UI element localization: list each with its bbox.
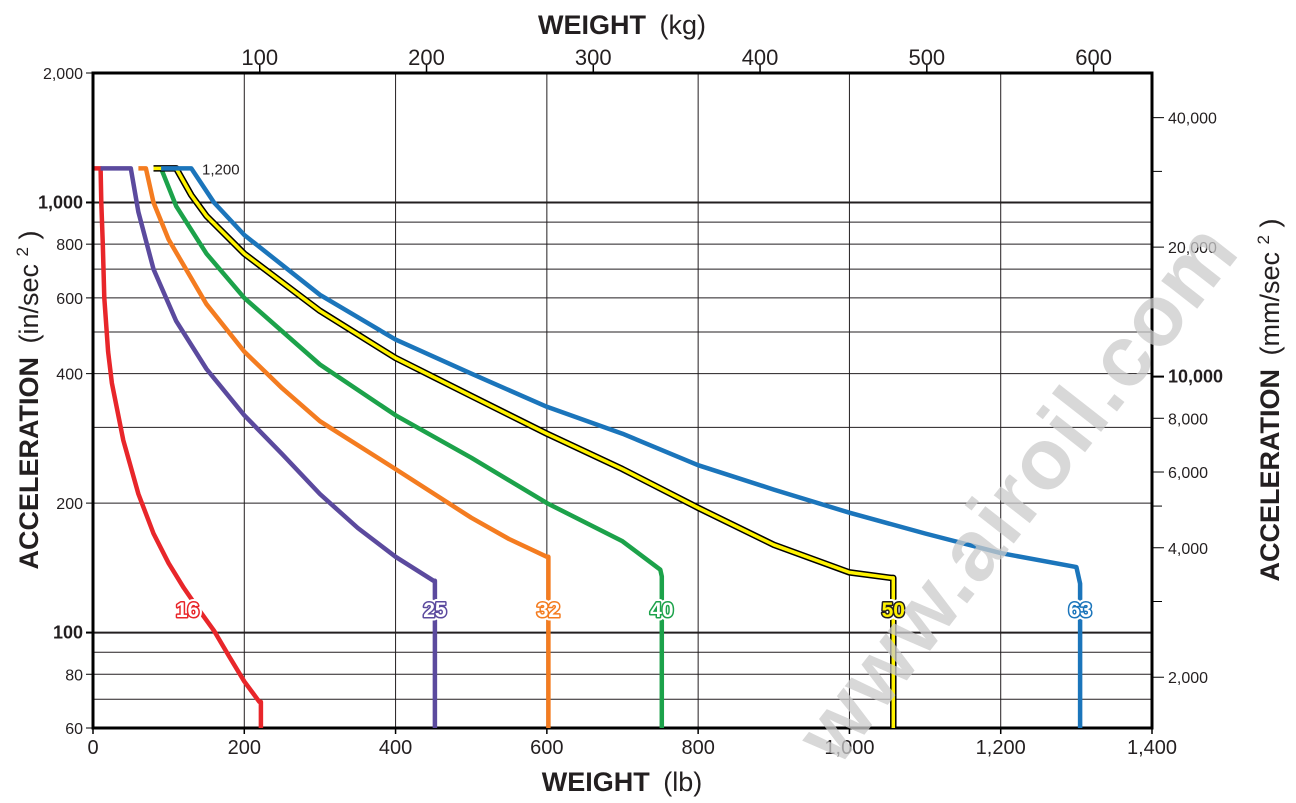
tick-labels: 0 200 400 600 800 1,000 1,200 1,400 100 200 300 400… — [38, 45, 1223, 759]
left-axis-title-unit: (in/sec — [14, 264, 44, 344]
left-tick-label: 60 — [65, 721, 83, 738]
right-axis-title-unit: (mm/sec — [1255, 252, 1285, 356]
series-63-line — [161, 166, 1083, 728]
series-label-halo: 25 — [423, 599, 447, 622]
bottom-tick-label: 400 — [379, 737, 412, 759]
left-tick-label: 1,000 — [38, 192, 83, 212]
series-16-line — [94, 166, 264, 728]
annotation-1200: 1,200 — [202, 161, 240, 178]
left-tick-label: 800 — [56, 237, 83, 254]
left-axis-title-sup: 2 — [13, 247, 32, 256]
series-label-halo: 50 — [882, 599, 905, 622]
top-axis-title-unit: (kg) — [660, 10, 707, 40]
bottom-tick-label: 1,400 — [1127, 737, 1177, 759]
bottom-axis-title: WEIGHT (lb) — [542, 767, 703, 797]
left-tick-label: 200 — [56, 496, 83, 513]
plot-frame — [86, 65, 1164, 734]
right-tick-label: 8,000 — [1168, 411, 1208, 428]
left-axis-title-close: ) — [14, 230, 44, 239]
left-tick-label: 600 — [56, 291, 83, 308]
bottom-tick-label: 1,000 — [824, 737, 874, 759]
series-label-halo: 63 — [1068, 599, 1091, 622]
right-axis-title-bold: ACCELERATION — [1255, 369, 1285, 582]
top-axis-title: WEIGHT (kg) — [538, 10, 706, 40]
right-tick-label: 4,000 — [1168, 541, 1208, 558]
bottom-axis-title-bold: WEIGHT — [542, 767, 650, 797]
series-40-line — [153, 166, 665, 728]
right-axis-title: ACCELERATION (mm/sec 2 ) — [1245, 218, 1285, 581]
bottom-tick-label: 800 — [681, 737, 714, 759]
bottom-tick-label: 0 — [87, 737, 98, 759]
series-25-line — [100, 166, 438, 728]
left-tick-label: 100 — [53, 623, 83, 643]
top-tick-label: 200 — [408, 45, 445, 70]
right-tick-label: 2,000 — [1168, 670, 1208, 687]
right-tick-label: 6,000 — [1168, 465, 1208, 482]
series-label-halo: 32 — [537, 599, 560, 622]
series-label-63: 63 — [1068, 599, 1091, 622]
right-tick-label: 40,000 — [1168, 111, 1217, 128]
left-tick-label: 80 — [65, 667, 83, 684]
right-tick-label: 10,000 — [1168, 367, 1223, 387]
gridlines — [93, 73, 1152, 729]
series-label-halo: 16 — [176, 599, 199, 622]
top-tick-label: 500 — [908, 45, 945, 70]
series-label-32: 32 — [537, 599, 560, 622]
series-curves — [94, 165, 1083, 728]
top-axis-title-bold: WEIGHT — [538, 10, 646, 40]
series-label-50: 50 — [882, 599, 905, 622]
top-tick-label: 300 — [575, 45, 612, 70]
top-tick-label: 400 — [742, 45, 779, 70]
series-50-line — [153, 166, 896, 728]
left-tick-label: 2,000 — [43, 66, 83, 83]
right-tick-label: 20,000 — [1168, 240, 1217, 257]
top-tick-label: 600 — [1075, 45, 1112, 70]
top-tick-label: 100 — [241, 45, 278, 70]
right-axis-title-sup: 2 — [1254, 235, 1273, 244]
bottom-tick-label: 200 — [228, 737, 261, 759]
series-32-line — [138, 166, 551, 728]
bottom-axis-title-unit: (lb) — [663, 767, 702, 797]
left-axis-title: ACCELERATION (in/sec 2 ) — [4, 230, 44, 569]
bottom-tick-label: 1,200 — [976, 737, 1026, 759]
bottom-tick-label: 600 — [530, 737, 563, 759]
left-tick-label: 400 — [56, 367, 83, 384]
series-label-16: 16 — [176, 599, 199, 622]
left-axis-title-bold: ACCELERATION — [14, 357, 44, 570]
series-label-40: 40 — [650, 599, 673, 622]
series-label-25: 25 — [423, 599, 447, 622]
right-axis-title-close: ) — [1255, 218, 1285, 227]
watermark: www.airoil.com — [777, 204, 1257, 781]
series-label-halo: 40 — [650, 599, 673, 622]
plot-border — [91, 71, 1154, 730]
